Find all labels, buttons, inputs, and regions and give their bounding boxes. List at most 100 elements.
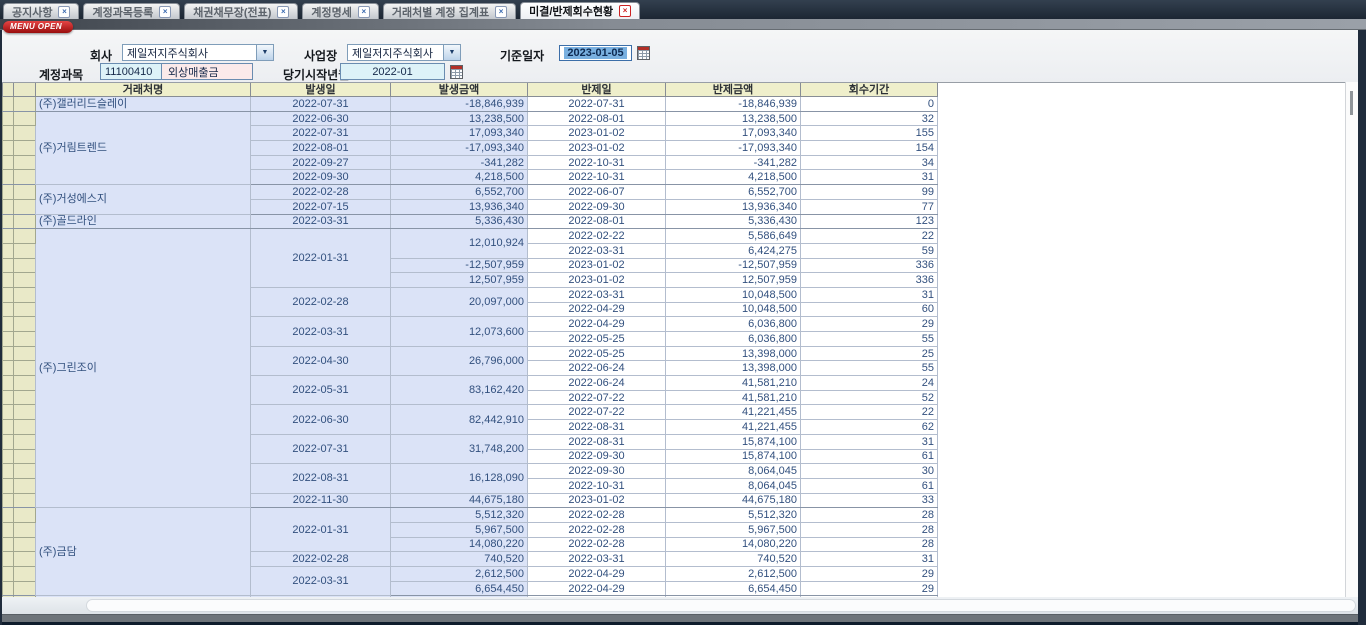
row-selector-cell[interactable] — [13, 419, 36, 435]
collection-days-cell[interactable]: 99 — [800, 184, 938, 200]
row-selector-cell[interactable] — [13, 228, 36, 244]
settlement-date-cell[interactable]: 2023-01-02 — [527, 125, 666, 142]
collection-days-cell[interactable]: 24 — [800, 375, 938, 391]
calendar-icon[interactable] — [637, 46, 650, 60]
site-select[interactable]: 제일저지주식회사 ▼ — [347, 44, 461, 61]
table-row[interactable]: -12,507,959 2023-01-02 -12,507,959 336 — [2, 257, 938, 274]
table-row[interactable]: 2022-05-25 6,036,800 55 — [2, 331, 938, 347]
row-indicator-cell[interactable] — [2, 345, 14, 362]
row-indicator-cell[interactable] — [2, 521, 14, 538]
settlement-date-cell[interactable]: 2022-06-24 — [527, 375, 666, 391]
settlement-date-cell[interactable]: 2022-08-31 — [527, 419, 666, 435]
settlement-amount-cell[interactable]: 17,093,340 — [665, 125, 801, 142]
account-name-input[interactable]: 외상매출금 — [161, 63, 253, 80]
row-selector-cell[interactable] — [13, 551, 36, 567]
row-indicator-cell[interactable] — [2, 404, 14, 421]
row-selector-cell[interactable] — [13, 375, 36, 391]
table-row[interactable]: 2022-04-29 10,048,500 60 — [2, 301, 938, 318]
collection-days-cell[interactable]: 29 — [800, 566, 938, 582]
table-row[interactable]: 2022-09-30 4,218,500 2022-10-31 4,218,500 31 — [2, 169, 938, 186]
start-month-input[interactable]: 2022-01 — [340, 63, 445, 80]
occurrence-amount-cell[interactable]: 4,218,500 — [390, 169, 528, 186]
table-row[interactable]: (주)그린조이 2022-01-31 12,010,924 2022-02-22 5,5… — [2, 228, 938, 509]
occurrence-amount-cell[interactable]: -18,846,939 — [390, 96, 528, 112]
collection-days-cell[interactable]: 52 — [800, 389, 938, 406]
occurrence-amount-cell[interactable]: 13,936,340 — [390, 198, 528, 215]
calendar-icon[interactable] — [450, 65, 463, 79]
row-selector-cell[interactable] — [13, 301, 36, 318]
row-indicator-cell[interactable] — [2, 375, 14, 391]
settlement-date-cell[interactable]: 2022-02-28 — [527, 507, 666, 523]
occurrence-amount-cell[interactable]: -17,093,340 — [390, 140, 528, 156]
table-row[interactable]: (주)갤러리드슬레이 2022-07-31 -18,846,939 2022-07-3… — [2, 96, 938, 112]
settlement-amount-cell[interactable]: 740,520 — [665, 551, 801, 567]
occurrence-date-cell[interactable]: 2022-03-31 — [250, 565, 391, 597]
row-indicator-cell[interactable] — [2, 360, 14, 377]
table-row[interactable]: 2022-07-31 31,748,200 2022-08-31 15,874,100… — [2, 433, 938, 465]
occurrence-amount-cell[interactable]: 12,010,924 — [390, 228, 528, 259]
row-selector-cell[interactable] — [13, 477, 36, 494]
table-row[interactable]: 2022-09-27 -341,282 2022-10-31 -341,282 34 — [2, 154, 938, 171]
settlement-date-cell[interactable]: 2023-01-02 — [527, 140, 666, 156]
collection-days-cell[interactable]: 28 — [800, 507, 938, 523]
occurrence-amount-cell[interactable]: -341,282 — [390, 154, 528, 171]
row-indicator-cell[interactable] — [2, 477, 14, 494]
occurrence-amount-cell[interactable]: 44,675,180 — [390, 492, 528, 509]
chevron-down-icon[interactable]: ▼ — [443, 45, 460, 60]
occurrence-amount-cell[interactable]: 83,162,420 — [390, 375, 528, 406]
occurrence-date-cell[interactable]: 2022-06-30 — [250, 404, 391, 435]
row-selector-cell[interactable] — [13, 580, 36, 597]
occurrence-date-cell[interactable]: 2022-03-31 — [250, 213, 391, 230]
settlement-date-cell[interactable]: 2022-10-31 — [527, 154, 666, 171]
settlement-amount-cell[interactable]: 15,874,100 — [665, 433, 801, 450]
row-selector-cell[interactable] — [13, 492, 36, 509]
base-date-input[interactable]: 2023-01-05 — [559, 45, 632, 61]
settlement-date-cell[interactable]: 2022-04-29 — [527, 566, 666, 582]
collection-days-cell[interactable]: 31 — [800, 286, 938, 303]
settlement-date-cell[interactable]: 2022-04-29 — [527, 301, 666, 318]
settlement-amount-cell[interactable]: 5,336,430 — [665, 213, 801, 230]
table-row[interactable] — [2, 595, 938, 597]
settlement-amount-cell[interactable]: 13,936,340 — [665, 198, 801, 215]
table-row[interactable]: 2022-04-30 26,796,000 2022-05-25 13,398,000… — [2, 345, 938, 377]
settlement-date-cell[interactable]: 2022-03-31 — [527, 242, 666, 259]
settlement-date-cell[interactable]: 2022-06-07 — [527, 184, 666, 200]
table-row[interactable]: (주)골드라인 2022-03-31 5,336,430 2022-08-01 5,33… — [2, 213, 938, 230]
settlement-date-cell[interactable]: 2022-02-28 — [527, 536, 666, 553]
occurrence-date-cell[interactable]: 2022-08-01 — [250, 140, 391, 156]
row-selector-cell[interactable] — [13, 184, 36, 200]
collection-days-cell[interactable]: 22 — [800, 228, 938, 244]
settlement-amount-cell[interactable]: 8,064,045 — [665, 463, 801, 479]
row-indicator-cell[interactable] — [2, 448, 14, 465]
collection-days-cell[interactable]: 22 — [800, 404, 938, 421]
occurrence-date-cell[interactable]: 2022-06-30 — [250, 110, 391, 127]
settlement-date-cell[interactable]: 2023-01-02 — [527, 272, 666, 288]
tab-채권채무장(전표)[interactable]: 채권채무장(전표) × — [184, 3, 299, 19]
settlement-date-cell[interactable]: 2022-08-31 — [527, 433, 666, 450]
occurrence-amount-cell[interactable]: 12,507,959 — [390, 272, 528, 288]
table-row[interactable]: 2022-05-31 83,162,420 2022-06-24 41,581,210… — [2, 375, 938, 406]
row-selector-cell[interactable] — [13, 242, 36, 259]
settlement-date-cell[interactable]: 2022-09-30 — [527, 463, 666, 479]
account-code-input[interactable]: 11100410 — [100, 63, 162, 80]
collection-days-cell[interactable]: 60 — [800, 301, 938, 318]
row-selector-cell[interactable] — [13, 566, 36, 582]
row-selector-cell[interactable] — [13, 286, 36, 303]
occurrence-amount-cell[interactable]: 740,520 — [390, 551, 528, 567]
settlement-amount-cell[interactable]: 41,221,455 — [665, 404, 801, 421]
row-indicator-cell[interactable] — [2, 198, 14, 215]
collection-days-cell[interactable]: 155 — [800, 125, 938, 142]
collection-days-cell[interactable]: 25 — [800, 345, 938, 362]
occurrence-date-cell[interactable]: 2022-07-31 — [250, 433, 391, 465]
table-row[interactable]: 2022-07-22 41,581,210 52 — [2, 389, 938, 406]
row-indicator-cell[interactable] — [2, 286, 14, 303]
row-selector-cell[interactable] — [13, 198, 36, 215]
table-row[interactable]: (주)거성에스지 2022-02-28 6,552,700 2022-06-07 6,5… — [2, 184, 938, 215]
settlement-date-cell[interactable]: 2022-06-24 — [527, 360, 666, 377]
row-indicator-cell[interactable] — [2, 228, 14, 244]
tab-close-icon[interactable]: × — [58, 5, 71, 18]
tab-계정명세[interactable]: 계정명세 × — [302, 3, 379, 19]
row-indicator-cell[interactable] — [2, 536, 14, 553]
settlement-amount-cell[interactable]: 41,221,455 — [665, 419, 801, 435]
collection-days-cell[interactable]: 31 — [800, 169, 938, 186]
